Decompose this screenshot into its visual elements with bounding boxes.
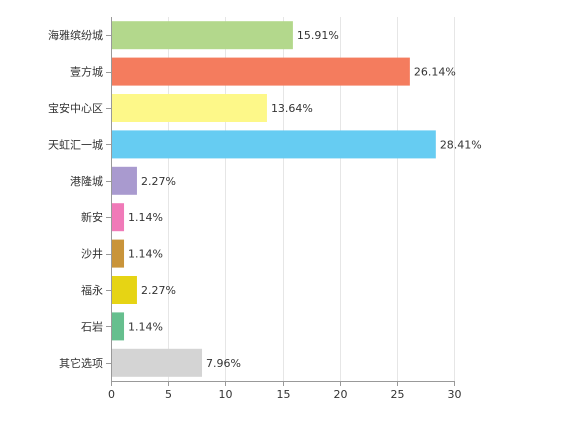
value-label: 2.27% (141, 175, 176, 188)
bar (111, 94, 267, 122)
bar (111, 239, 125, 268)
category-label: 石岩 (81, 319, 103, 333)
bar (111, 276, 137, 304)
value-label: 2.27% (141, 284, 176, 297)
category-label: 宝安中心区 (48, 101, 103, 115)
x-tick-label: 15 (277, 388, 291, 401)
category-label: 福永 (81, 283, 103, 297)
x-tick-label: 10 (219, 388, 233, 401)
bar (111, 21, 293, 50)
bar (111, 57, 410, 86)
labels: 海雅缤纷城 15.91% 壹方城 26.14% 宝安中心区 13.64% 天虹汇一城 28.4… (48, 28, 482, 370)
bar (111, 166, 137, 195)
category-label: 海雅缤纷城 (48, 28, 103, 42)
value-label: 7.96% (206, 357, 241, 370)
x-tick-label: 20 (334, 388, 348, 401)
category-label: 新安 (81, 210, 103, 224)
x-tick-label: 0 (108, 388, 115, 401)
category-label: 天虹汇一城 (48, 138, 103, 151)
value-label: 15.91% (297, 29, 339, 42)
bar (111, 203, 125, 232)
x-tick-label: 5 (165, 388, 172, 401)
value-label: 26.14% (414, 66, 456, 79)
category-label: 其它选项 (59, 356, 103, 370)
axes: 0 5 10 15 20 25 30 (106, 17, 462, 401)
bar (111, 312, 125, 341)
x-tick-label: 30 (448, 388, 462, 401)
value-label: 1.14% (128, 248, 163, 261)
category-label: 沙井 (81, 247, 103, 261)
value-label: 1.14% (128, 211, 163, 224)
value-label: 13.64% (271, 102, 313, 115)
category-label: 壹方城 (70, 65, 103, 79)
value-label: 1.14% (128, 320, 163, 333)
bars (111, 21, 436, 377)
category-label: 港隆城 (70, 174, 103, 188)
bar (111, 348, 203, 377)
x-tick-label: 25 (391, 388, 405, 401)
bar (111, 130, 436, 159)
value-label: 28.41% (440, 138, 482, 151)
